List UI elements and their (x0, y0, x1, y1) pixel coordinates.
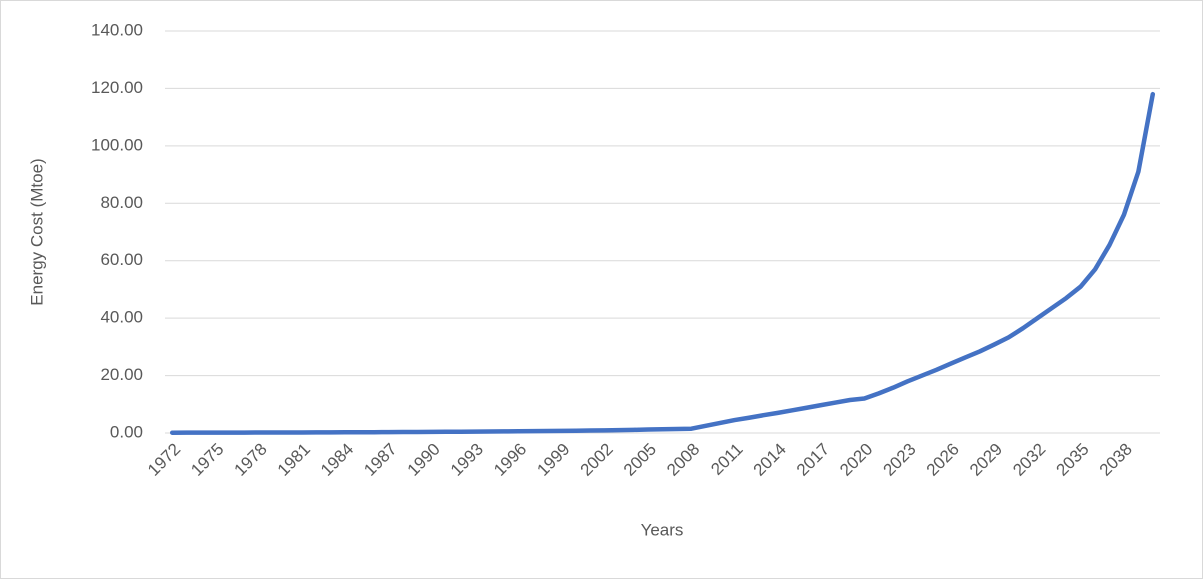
y-tick-label: 20.00 (100, 365, 143, 384)
y-axis-title: Energy Cost (Mtoe) (27, 158, 46, 305)
y-tick-label: 120.00 (91, 78, 143, 97)
y-tick-label: 100.00 (91, 135, 143, 154)
y-tick-label: 0.00 (110, 422, 143, 441)
y-tick-label: 40.00 (100, 308, 143, 327)
data-line (169, 91, 1156, 435)
y-tick-label: 140.00 (91, 20, 143, 39)
x-axis-title: Years (641, 520, 684, 539)
y-tick-label: 60.00 (100, 250, 143, 269)
y-tick-label: 80.00 (100, 193, 143, 212)
